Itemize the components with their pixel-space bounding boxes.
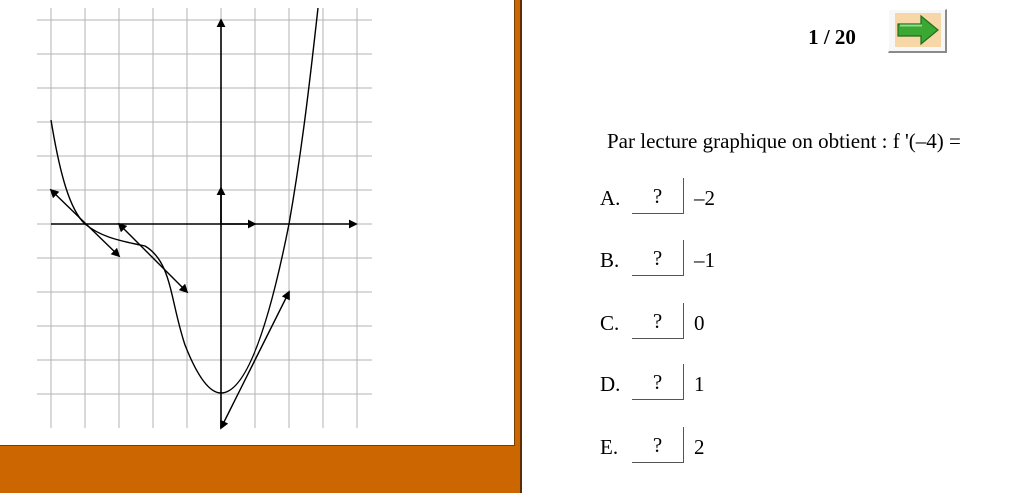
tangent-c	[220, 290, 290, 430]
option-value: 1	[694, 372, 705, 396]
option-value: –2	[694, 186, 715, 210]
graph-area	[0, 0, 515, 446]
option-letter: E.	[600, 435, 619, 459]
question-text: Par lecture graphique on obtient : f '(–…	[607, 129, 961, 153]
grid	[37, 8, 372, 428]
option-letter: D.	[600, 372, 621, 396]
next-button[interactable]	[888, 9, 947, 53]
panel-divider	[520, 0, 522, 493]
option-b: B. ? –1	[600, 240, 760, 278]
option-value: 0	[694, 311, 705, 335]
tangents	[49, 188, 290, 430]
tangent-a	[49, 188, 121, 258]
tangent-b	[117, 222, 189, 294]
answer-button-a[interactable]: ?	[632, 178, 684, 214]
option-letter: C.	[600, 311, 620, 335]
function-graph	[37, 7, 372, 430]
option-c: C. ? 0	[600, 303, 760, 341]
option-letter: B.	[600, 248, 620, 272]
answer-button-b[interactable]: ?	[632, 240, 684, 276]
option-a: A. ? –2	[600, 178, 760, 216]
function-curve	[50, 7, 319, 394]
green-right-arrow-icon	[895, 13, 941, 47]
option-value: –1	[694, 248, 715, 272]
question-counter: 1 / 20	[808, 25, 856, 49]
option-d: D. ? 1	[600, 364, 760, 402]
answer-button-d[interactable]: ?	[632, 364, 684, 400]
answer-button-c[interactable]: ?	[632, 303, 684, 339]
left-panel	[0, 0, 520, 493]
answer-button-e[interactable]: ?	[632, 427, 684, 463]
option-letter: A.	[600, 186, 621, 210]
option-value: 2	[694, 435, 705, 459]
axes	[51, 18, 358, 428]
option-e: E. ? 2	[600, 427, 760, 465]
